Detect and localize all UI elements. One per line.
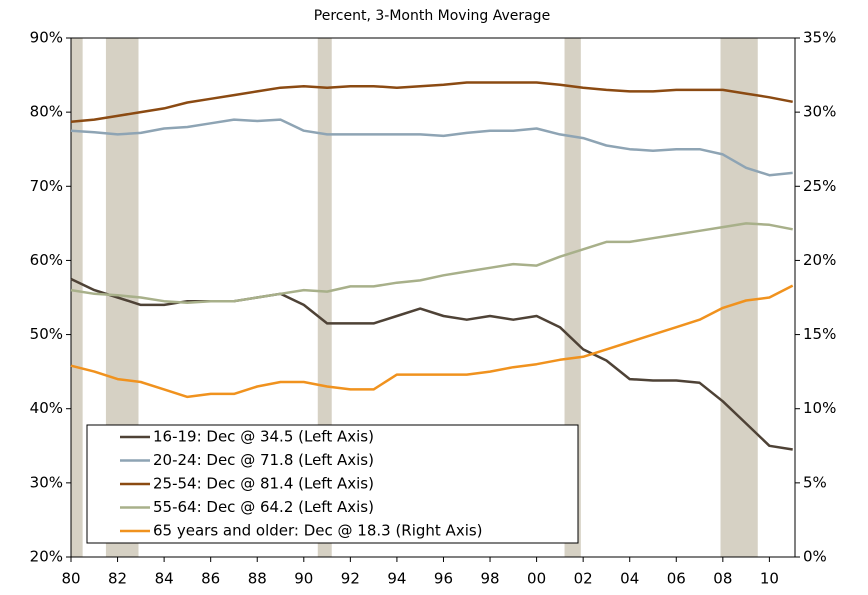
x-tick-label: 80 <box>61 570 80 588</box>
y-tick-label: 70% <box>30 177 63 195</box>
legend-box <box>86 424 579 544</box>
legend-label: 16-19: Dec @ 34.5 (Left Axis) <box>153 428 374 446</box>
y-tick-label: 60% <box>30 251 63 269</box>
recession-band <box>71 38 83 557</box>
chart-subtitle: Percent, 3-Month Moving Average <box>314 8 550 24</box>
y2-tick-label: 15% <box>803 325 836 343</box>
x-tick-label: 96 <box>434 570 453 588</box>
x-tick-label: 86 <box>201 570 220 588</box>
plot-frame <box>70 37 796 558</box>
y2-tick-label: 30% <box>803 103 836 121</box>
x-tick-label: 82 <box>108 570 127 588</box>
y-tick-label: 50% <box>30 325 63 343</box>
x-tick-label: 10 <box>760 570 779 588</box>
y2-tick-label: 10% <box>803 399 836 417</box>
x-tick-label: 08 <box>713 570 732 588</box>
y-tick-label: 40% <box>30 399 63 417</box>
y-tick-label: 90% <box>30 29 63 47</box>
x-tick-label: 88 <box>248 570 267 588</box>
y2-tick-label: 0% <box>803 548 827 566</box>
legend-label: 65 years and older: Dec @ 18.3 (Right Ax… <box>153 522 483 540</box>
x-tick-label: 00 <box>527 570 546 588</box>
series-line <box>70 277 793 451</box>
y2-tick-label: 5% <box>803 473 827 491</box>
y2-tick-label: 25% <box>803 177 836 195</box>
y2-tick-label: 20% <box>803 251 836 269</box>
legend-label: 55-64: Dec @ 64.2 (Left Axis) <box>153 498 374 516</box>
y-tick-label: 30% <box>30 473 63 491</box>
y-tick-label: 20% <box>30 548 63 566</box>
x-tick-label: 94 <box>387 570 406 588</box>
legend-label: 20-24: Dec @ 71.8 (Left Axis) <box>153 451 374 469</box>
y2-tick-label: 35% <box>803 29 836 47</box>
legend-label: 25-54: Dec @ 81.4 (Left Axis) <box>153 475 374 493</box>
x-tick-label: 84 <box>155 570 174 588</box>
x-tick-label: 06 <box>667 570 686 588</box>
series-line <box>70 118 793 177</box>
y-tick-label: 80% <box>30 103 63 121</box>
series-line <box>70 284 794 399</box>
x-tick-label: 04 <box>620 570 639 588</box>
series-line <box>70 222 793 304</box>
x-tick-label: 02 <box>574 570 593 588</box>
x-tick-label: 98 <box>480 570 499 588</box>
x-tick-label: 90 <box>294 570 313 588</box>
recession-band <box>720 38 758 557</box>
series-line <box>70 81 793 124</box>
x-tick-label: 92 <box>341 570 360 588</box>
